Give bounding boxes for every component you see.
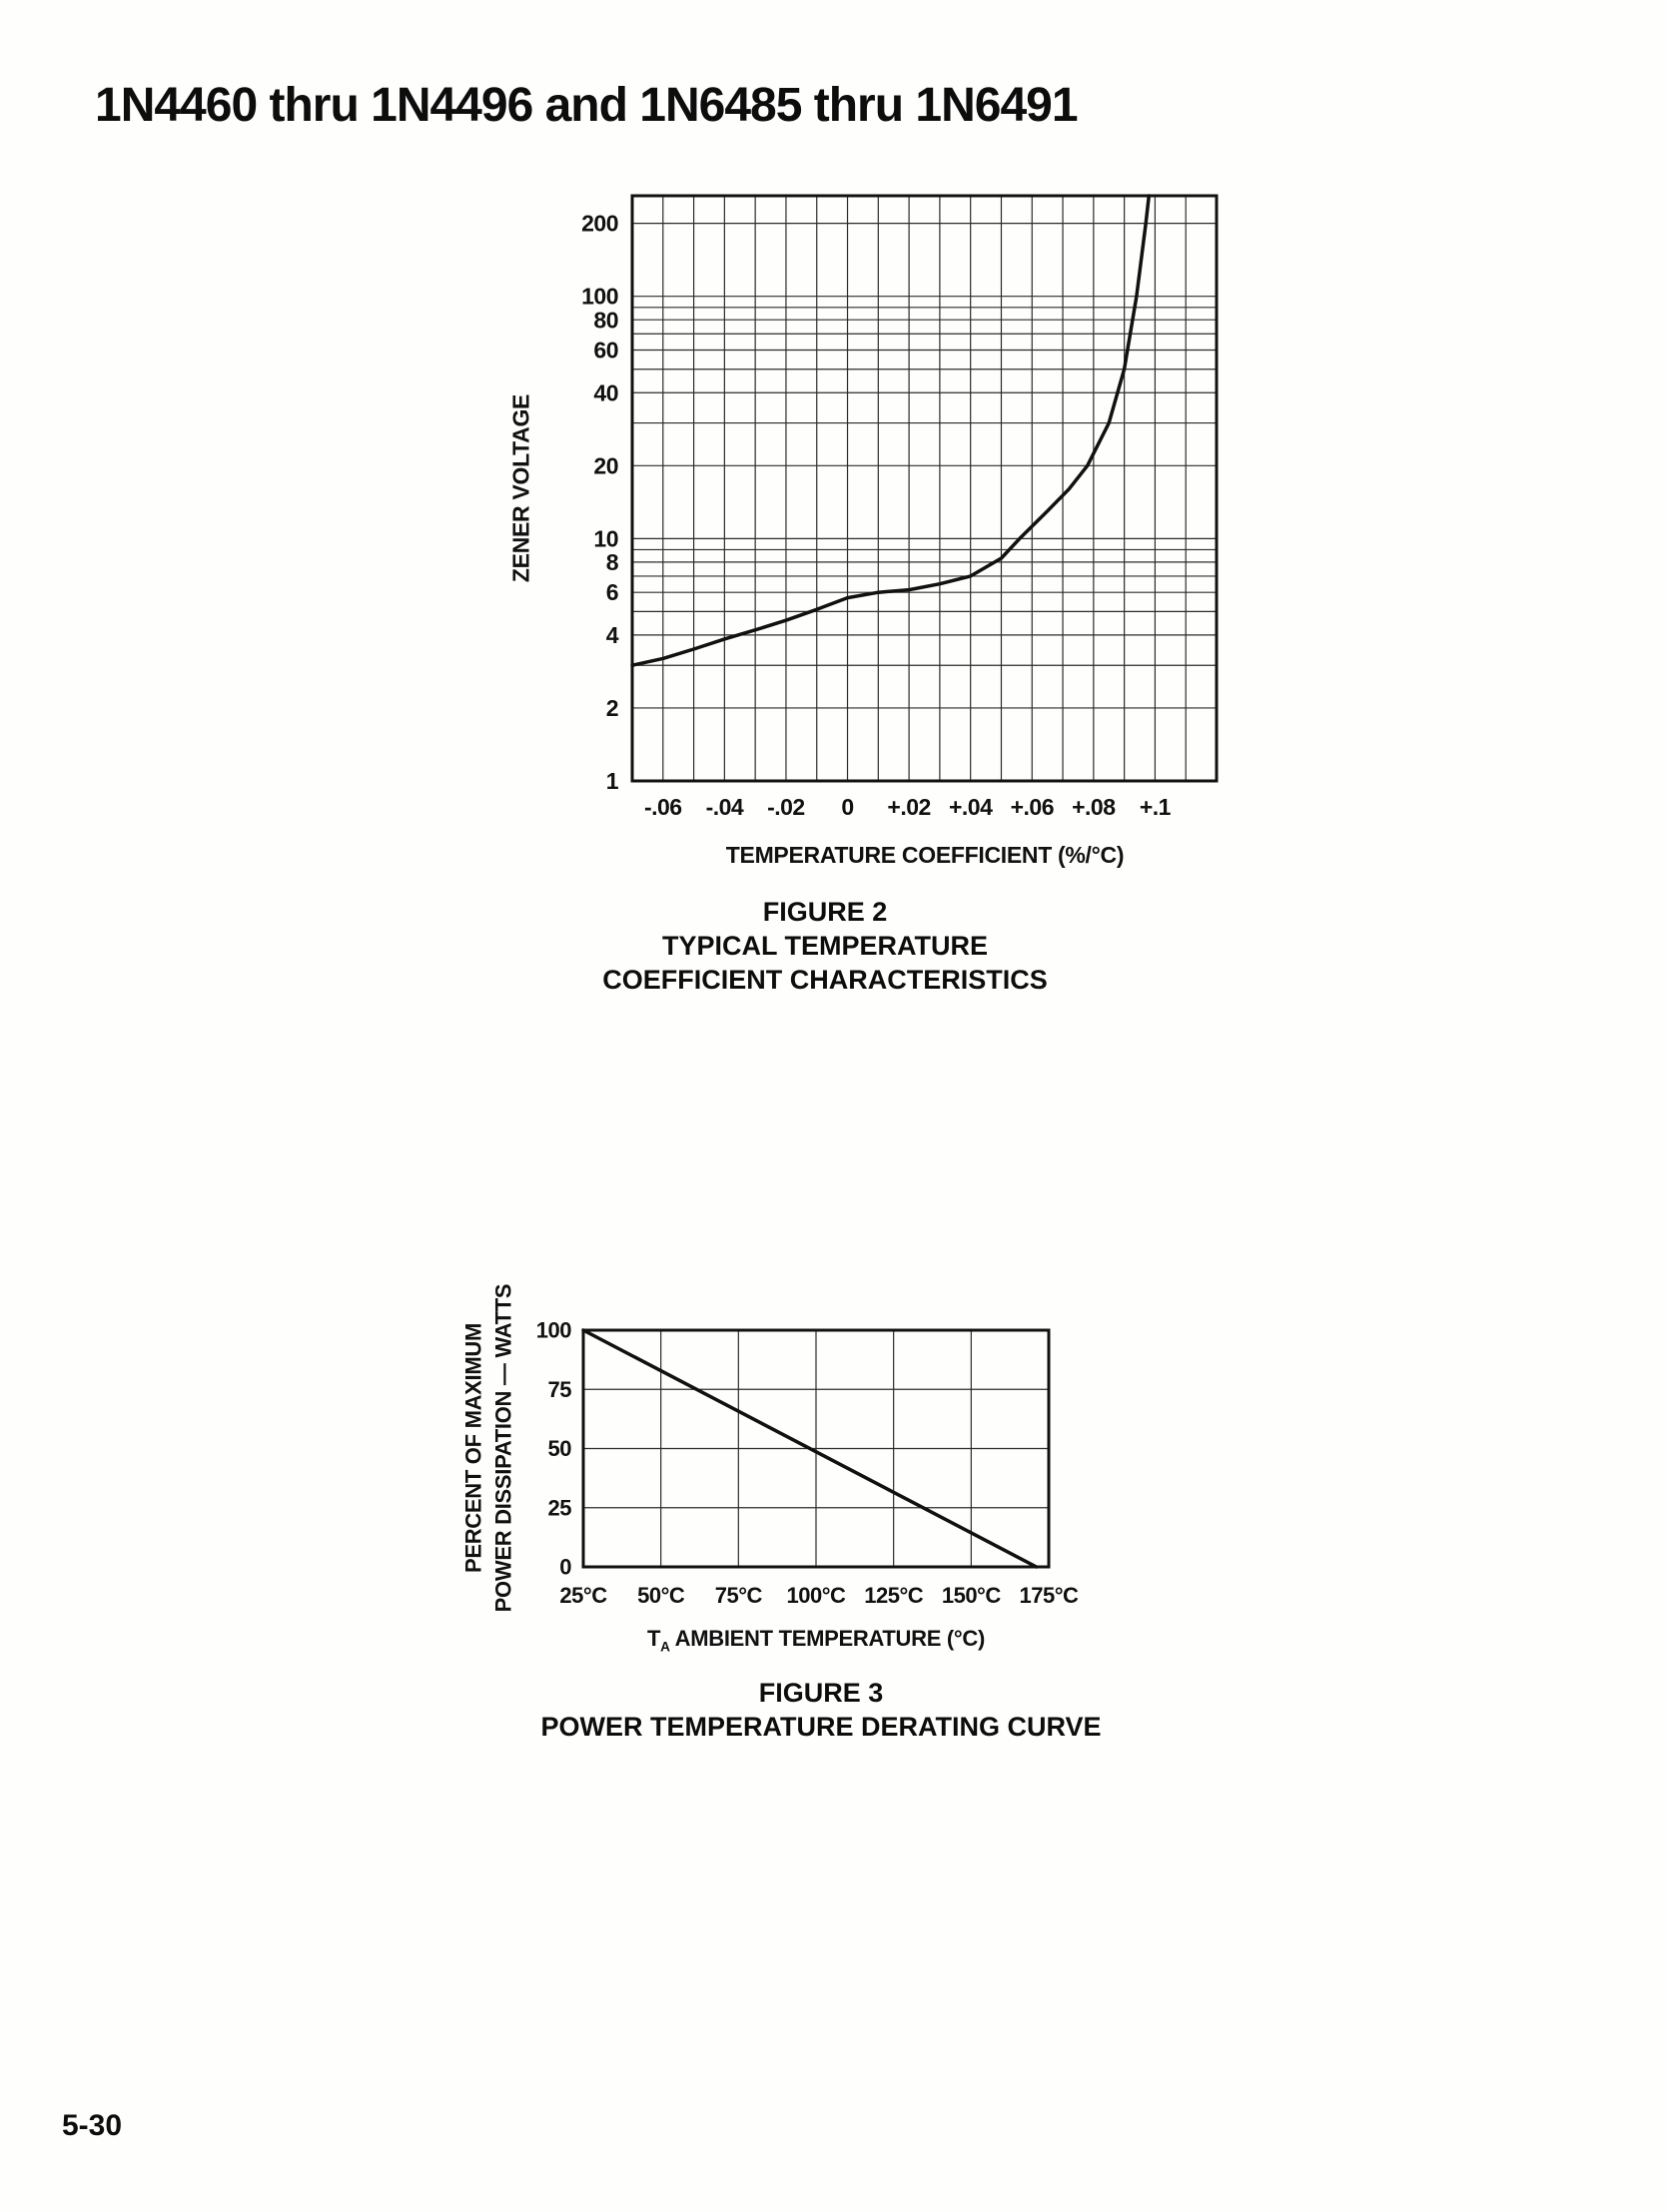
svg-text:+.02: +.02 xyxy=(887,794,930,820)
svg-text:20: 20 xyxy=(593,452,618,478)
svg-text:75°C: 75°C xyxy=(715,1583,763,1608)
svg-text:+.08: +.08 xyxy=(1072,794,1116,820)
svg-text:60: 60 xyxy=(593,338,618,364)
svg-text:75: 75 xyxy=(548,1377,572,1402)
svg-text:+.1: +.1 xyxy=(1140,794,1172,820)
svg-text:175°C: 175°C xyxy=(1020,1583,1080,1608)
svg-text:-.02: -.02 xyxy=(767,794,805,820)
page-number: 5-30 xyxy=(62,2109,123,2142)
svg-text:8: 8 xyxy=(606,549,619,575)
figure3-plot: 25°C 50°C 75°C 100°C 125°C 150°C 175°C 100 75 50 2… xyxy=(536,1320,1080,1608)
svg-text:100: 100 xyxy=(581,284,618,310)
svg-text:125°C: 125°C xyxy=(864,1583,924,1608)
svg-text:50°C: 50°C xyxy=(637,1583,685,1608)
figure2-plot: -.06 -.04 -.02 0 +.02 +.04 +.06 +.08 +.1 200 10080… xyxy=(581,194,1219,820)
svg-text:6: 6 xyxy=(606,579,618,605)
figure3-caption-line: FIGURE 3 xyxy=(758,1678,884,1708)
figure3-x-axis-label: TA AMBIENT TEMPERATURE (°C) xyxy=(647,1626,985,1654)
figure2-caption-line: TYPICAL TEMPERATURE xyxy=(661,931,989,962)
svg-text:40: 40 xyxy=(593,379,618,405)
svg-text:2: 2 xyxy=(606,695,618,721)
figure3-y-axis-label-line: POWER DISSIPATION — WATTS xyxy=(490,1283,515,1613)
svg-text:100: 100 xyxy=(536,1320,571,1343)
figure2-y-axis-label: ZENER VOLTAGE xyxy=(507,393,534,583)
svg-text:25: 25 xyxy=(548,1495,572,1520)
svg-text:25°C: 25°C xyxy=(559,1583,607,1608)
svg-text:50: 50 xyxy=(548,1436,572,1461)
figure3-caption-line: POWER TEMPERATURE DERATING CURVE xyxy=(540,1712,1102,1743)
svg-text:0: 0 xyxy=(841,794,853,820)
figure2-caption-line: COEFFICIENT CHARACTERISTICS xyxy=(602,965,1048,996)
svg-text:100°C: 100°C xyxy=(787,1583,847,1608)
svg-text:1: 1 xyxy=(606,768,619,794)
svg-text:+.06: +.06 xyxy=(1011,794,1054,820)
page-title: 1N4460 thru 1N4496 and 1N6485 thru 1N649… xyxy=(95,79,1079,132)
figure3-y-axis-label-line: PERCENT OF MAXIMUM xyxy=(460,1322,486,1574)
figure3-caption: FIGURE 3 POWER TEMPERATURE DERATING CURV… xyxy=(540,1676,1101,1744)
svg-text:-.04: -.04 xyxy=(706,794,744,820)
figure3-x-axis-label-rest: AMBIENT TEMPERATURE (°C) xyxy=(669,1626,986,1651)
svg-text:+.04: +.04 xyxy=(949,794,993,820)
figure2-x-axis-label: TEMPERATURE COEFFICIENT (%/°C) xyxy=(725,842,1125,868)
svg-text:4: 4 xyxy=(606,622,619,648)
figure3-x-axis-label-main: T xyxy=(646,1626,661,1651)
svg-text:-.06: -.06 xyxy=(644,794,682,820)
figure2-caption-line: FIGURE 2 xyxy=(762,897,888,927)
figure3-x-axis-label-sub: A xyxy=(660,1639,670,1655)
svg-text:10: 10 xyxy=(593,525,618,551)
svg-text:80: 80 xyxy=(593,307,618,333)
svg-text:200: 200 xyxy=(581,211,618,237)
svg-text:150°C: 150°C xyxy=(942,1583,1002,1608)
svg-text:0: 0 xyxy=(559,1555,571,1580)
figure3-y-axis-label: PERCENT OF MAXIMUM POWER DISSIPATION — W… xyxy=(458,1284,517,1613)
figure2-caption: FIGURE 2 TYPICAL TEMPERATURE COEFFICIENT… xyxy=(602,895,1048,997)
